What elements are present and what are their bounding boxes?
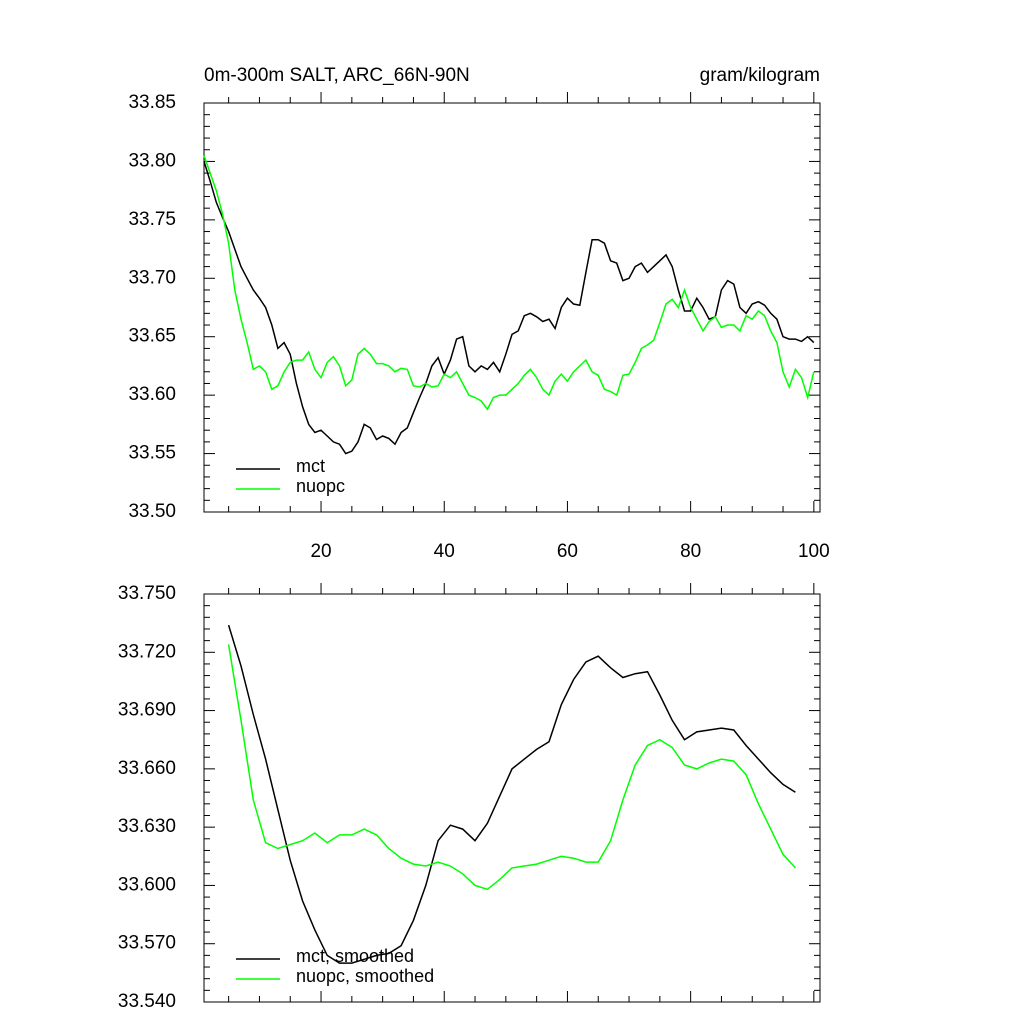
y-tick-label: 33.540 (118, 991, 176, 1012)
plot-frame (203, 593, 821, 1003)
y-tick-label: 33.750 (118, 583, 176, 604)
units-label: gram/kilogram (700, 65, 820, 86)
y-tick-label: 33.50 (128, 501, 176, 522)
y-tick-label: 33.60 (128, 384, 176, 405)
x-tick-label: 40 (434, 541, 455, 562)
y-tick-label: 33.660 (118, 758, 176, 779)
y-tick-label: 33.80 (128, 150, 176, 171)
y-tick-label: 33.570 (118, 933, 176, 954)
x-tick-label: 80 (680, 541, 701, 562)
legend-label: nuopc, smoothed (296, 966, 434, 986)
x-tick-label: 100 (798, 541, 830, 562)
y-tick-label: 33.600 (118, 874, 176, 895)
legend-label: mct (296, 456, 325, 476)
series-line (203, 161, 815, 455)
y-tick-label: 33.720 (118, 641, 176, 662)
x-tick-label: 60 (557, 541, 578, 562)
y-tick-label: 33.65 (128, 326, 176, 347)
legend-label: mct, smoothed (296, 946, 414, 966)
series-line (227, 624, 796, 964)
y-tick-label: 33.85 (128, 92, 176, 113)
y-tick-label: 33.55 (128, 443, 176, 464)
series-line (227, 644, 796, 891)
legend-label: nuopc (296, 476, 345, 496)
y-tick-label: 33.630 (118, 816, 176, 837)
chart-title: 0m-300m SALT, ARC_66N-90N (204, 65, 470, 86)
x-tick-label: 20 (310, 541, 331, 562)
y-tick-label: 33.690 (118, 700, 176, 721)
series-line (203, 155, 815, 411)
y-tick-label: 33.75 (128, 209, 176, 230)
plot-frame (203, 102, 821, 513)
y-tick-label: 33.70 (128, 267, 176, 288)
